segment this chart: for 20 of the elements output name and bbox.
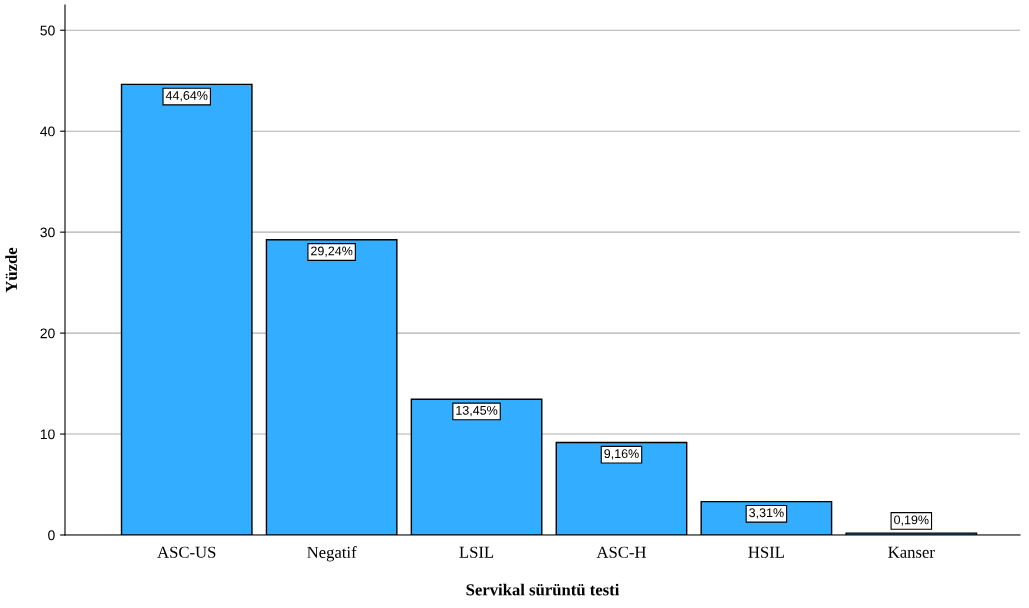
y-tick-label: 0 [48, 530, 55, 541]
x-axis-title: Servikal sürüntü testi [466, 583, 620, 596]
y-axis-title: Yüzde [5, 247, 18, 293]
data-label: 44,64% [165, 91, 208, 102]
data-label: 13,45% [456, 405, 498, 417]
y-tick-label: 10 [40, 429, 55, 440]
data-label: 3,31% [749, 508, 784, 519]
x-tick-label: HSIL [748, 546, 784, 558]
x-tick-label: ASC-US [157, 546, 216, 558]
data-label: 0,19% [894, 515, 929, 526]
data-label: 9,16% [604, 449, 639, 460]
x-tick-label: LSIL [459, 546, 494, 558]
x-tick-label: ASC-H [596, 546, 646, 558]
y-tick-label: 50 [40, 25, 55, 36]
x-tick-label: Kanser [888, 546, 935, 558]
data-label: 29,24% [311, 246, 353, 257]
y-tick-label: 30 [40, 227, 55, 238]
y-tick-label: 40 [40, 126, 55, 137]
x-tick-label: Negatif [307, 546, 357, 562]
y-tick-label: 20 [40, 328, 55, 339]
